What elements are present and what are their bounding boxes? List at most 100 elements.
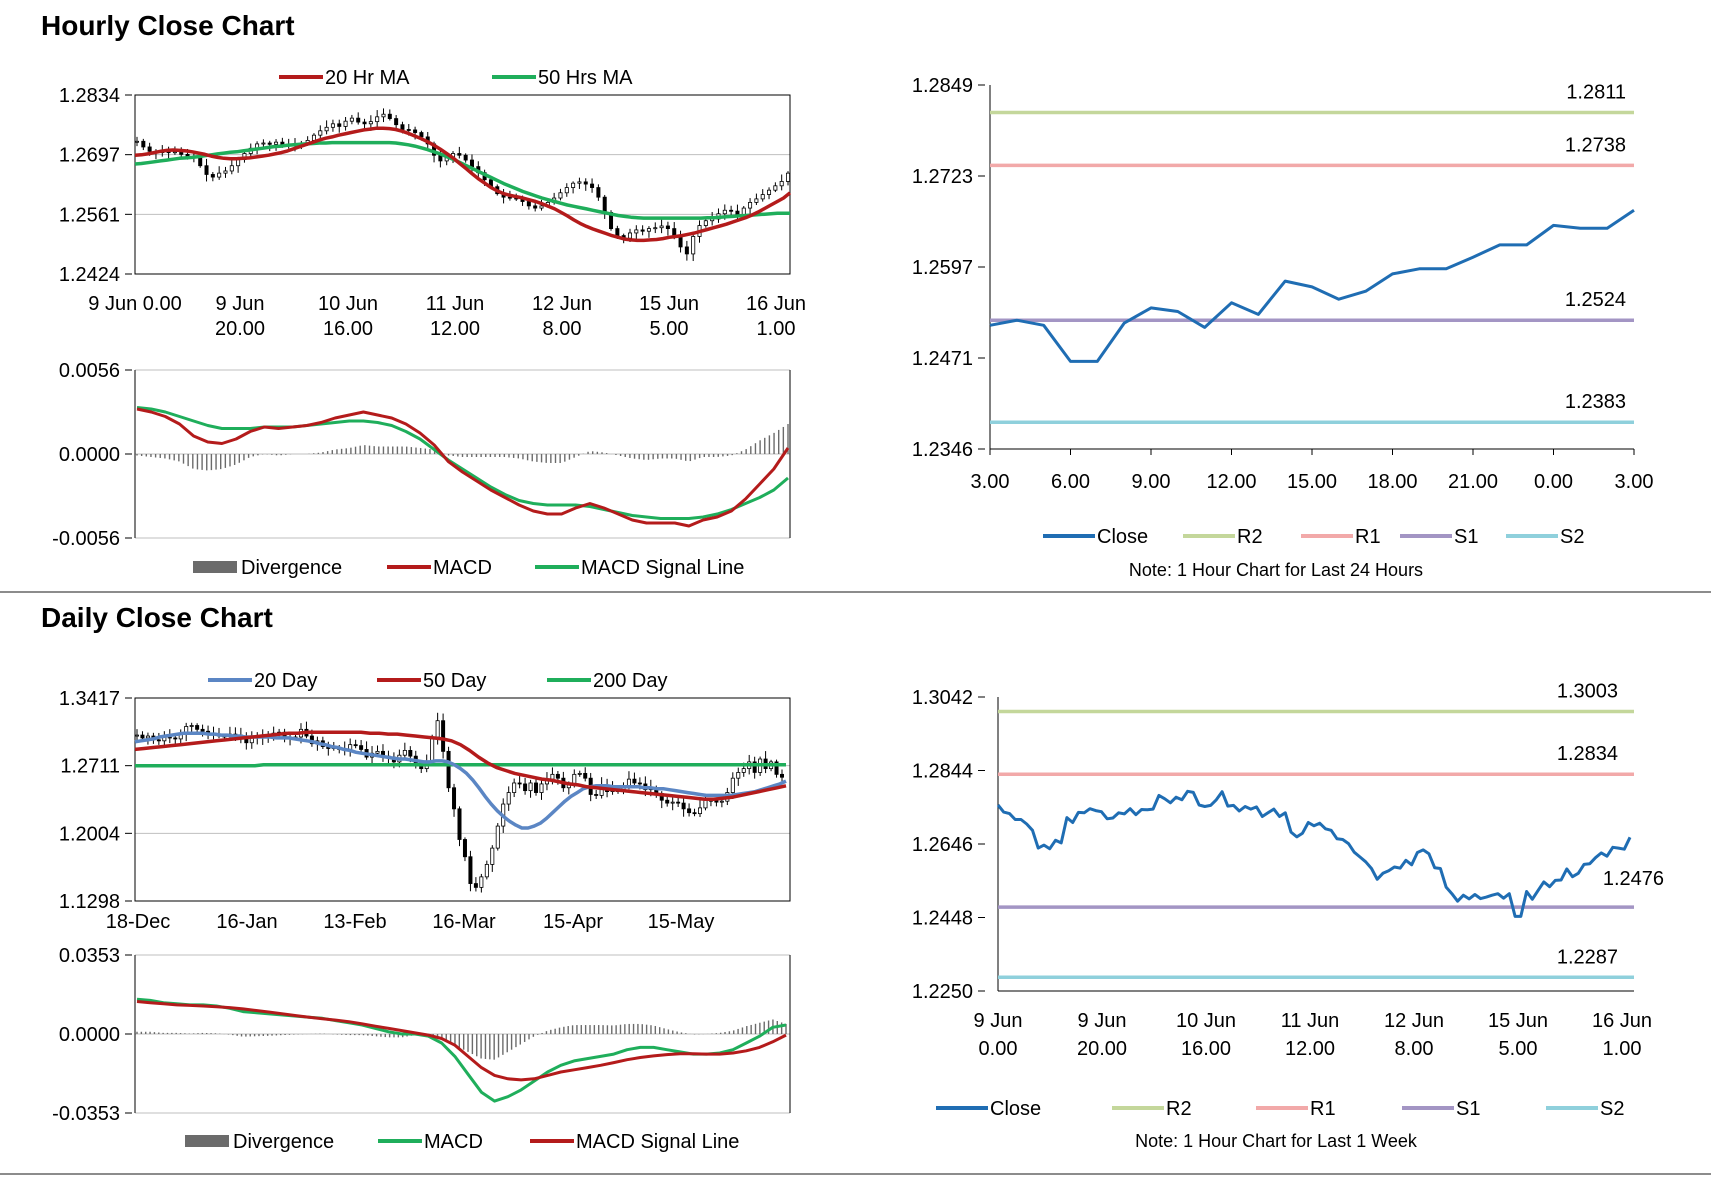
daily-price-candle xyxy=(719,800,724,803)
hourly-price-candle xyxy=(261,142,266,145)
daily-price-candle xyxy=(452,787,457,810)
daily-price-candle xyxy=(687,808,692,814)
hourly-price-candle xyxy=(134,140,139,143)
daily-price-candle xyxy=(140,734,145,739)
hourly-price-candle xyxy=(368,121,373,125)
daily-price-candle xyxy=(632,778,637,784)
hourly-24h-r2-label: 1.2811 xyxy=(1566,81,1626,103)
hourly-price-candle xyxy=(349,117,354,122)
hourly-price-candle xyxy=(748,201,753,209)
daily-macd-divergence-legend-swatch xyxy=(185,1135,229,1147)
hourly-price-y-tick: 1.2561 xyxy=(59,204,120,226)
daily-macd-y-tick: 0.0353 xyxy=(59,945,120,967)
daily-price-candle xyxy=(512,782,517,793)
hourly-macd-y-tick: 0.0000 xyxy=(59,444,120,466)
hourly-macd-divergence-legend-swatch xyxy=(193,561,237,573)
daily-price-candle xyxy=(468,856,473,884)
hourly-price-candle xyxy=(786,172,791,182)
hourly-section-title: Hourly Close Chart xyxy=(41,10,295,41)
hourly-price-candle xyxy=(602,196,607,213)
daily-1w-y-tick: 1.3042 xyxy=(912,687,973,709)
daily-1w-x-tick: 5.00 xyxy=(1499,1038,1538,1060)
daily-price-candle xyxy=(681,802,686,810)
hourly-price-candle xyxy=(229,165,234,172)
hourly-price-candle xyxy=(634,229,639,234)
daily-1w-x-tick: 1.00 xyxy=(1603,1038,1642,1060)
daily-price-candle xyxy=(473,883,478,888)
daily-price-x-tick: 16-Jan xyxy=(216,911,277,933)
daily-price-candle xyxy=(156,739,161,742)
hourly-price-candle xyxy=(311,134,316,141)
hourly-price-candle xyxy=(653,227,658,230)
hourly-price-x-tick: 9 Jun 0.00 xyxy=(88,293,181,315)
hourly-price-candle xyxy=(337,123,342,127)
daily-price-candle xyxy=(676,801,681,804)
hourly-24h-s1-legend-label: S1 xyxy=(1454,526,1478,548)
hourly-24h-r1-label: 1.2738 xyxy=(1565,134,1626,156)
daily-price-candle xyxy=(523,783,528,792)
daily-macd-divergence-legend-label: Divergence xyxy=(233,1131,334,1153)
hourly-24h-x-tick: 9.00 xyxy=(1132,471,1171,493)
hourly-price-candle xyxy=(703,220,708,226)
daily-price-x-tick: 16-Mar xyxy=(432,911,496,933)
hourly-macd-macd-legend-label: MACD xyxy=(433,557,492,579)
hourly-price-candle xyxy=(400,124,405,130)
hourly-24h-x-tick: 0.00 xyxy=(1534,471,1573,493)
hourly-macd-signal-legend-label: MACD Signal Line xyxy=(581,557,744,579)
hourly-price-candle xyxy=(507,196,512,199)
daily-price-candle xyxy=(539,783,544,793)
daily-price-candle xyxy=(495,825,500,849)
daily-price-plot-frame xyxy=(134,697,791,902)
daily-1w-y-tick: 1.2646 xyxy=(912,834,973,856)
daily-1w-x-tick: 11 Jun xyxy=(1281,1010,1340,1032)
hourly-price-candle xyxy=(646,228,651,232)
daily-price-candle xyxy=(665,799,670,804)
hourly-price-candle xyxy=(413,129,418,133)
hourly-price-candle xyxy=(330,123,335,128)
daily-macd-signal-legend-label: MACD Signal Line xyxy=(576,1131,739,1153)
daily-price-x-tick: 15-Apr xyxy=(543,911,603,933)
daily-price-candle xyxy=(736,772,741,779)
daily-1w-y-tick: 1.2844 xyxy=(912,761,973,783)
daily-1w-note: Note: 1 Hour Chart for Last 1 Week xyxy=(1135,1131,1418,1151)
hourly-price-x-tick: 12.00 xyxy=(430,318,480,340)
hourly-macd-y-tick: 0.0056 xyxy=(59,360,120,382)
hourly-price-candle xyxy=(394,118,399,126)
hourly-24h-x-tick: 3.00 xyxy=(1615,471,1654,493)
hourly-macd-line xyxy=(136,407,790,528)
daily-price-candle xyxy=(752,761,757,773)
daily-price-candle xyxy=(780,773,785,778)
hourly-price-candle xyxy=(375,116,380,123)
hourly-price-candle xyxy=(659,225,664,229)
hourly-price-candle xyxy=(267,142,272,145)
daily-price-candle xyxy=(353,744,358,747)
hourly-price-candle xyxy=(274,141,279,145)
hourly-price-x-tick: 12 Jun xyxy=(532,293,592,315)
hourly-price-candle xyxy=(691,236,696,255)
hourly-price-candle xyxy=(463,154,468,161)
hourly-24h-close-legend-label: Close xyxy=(1097,526,1148,548)
hourly-price-ma20-line xyxy=(134,126,792,243)
hourly-price-candle xyxy=(558,192,563,199)
hourly-price-candle xyxy=(615,228,620,236)
hourly-price-candle xyxy=(469,159,474,168)
daily-price-candle xyxy=(446,750,451,789)
hourly-price-candle xyxy=(419,132,424,138)
hourly-price-candle xyxy=(729,209,734,212)
hourly-price-candle xyxy=(564,187,569,194)
daily-1w-close-line xyxy=(996,789,1632,918)
daily-1w-x-tick: 15 Jun xyxy=(1488,1010,1548,1032)
hourly-24h-x-tick: 18.00 xyxy=(1367,471,1417,493)
hourly-24h-y-tick: 1.2471 xyxy=(912,348,973,370)
hourly-24h-y-tick: 1.2723 xyxy=(912,166,973,188)
daily-1w-x-tick: 16 Jun xyxy=(1592,1010,1652,1032)
hourly-price-candle xyxy=(457,153,462,156)
hourly-price-candle xyxy=(356,117,361,123)
hourly-price-candle xyxy=(760,194,765,200)
daily-price-candle xyxy=(173,737,178,740)
hourly-price-candle xyxy=(236,159,241,167)
hourly-price-candle xyxy=(223,170,228,174)
hourly-price-candle xyxy=(722,209,727,215)
daily-1w-r1-label: 1.2834 xyxy=(1557,743,1618,765)
hourly-price-candle xyxy=(665,225,670,229)
